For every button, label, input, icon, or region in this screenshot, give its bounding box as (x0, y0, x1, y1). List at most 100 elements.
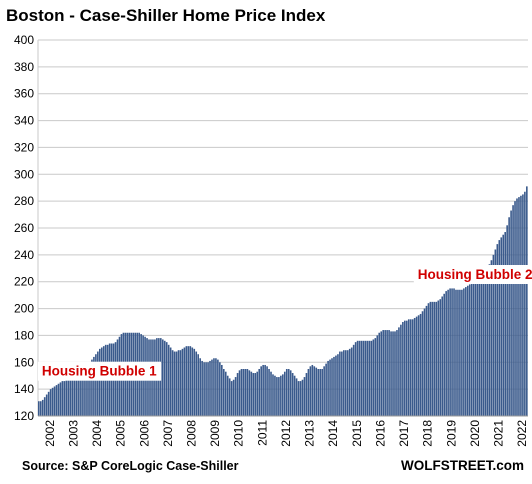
x-tick-label: 2015 (350, 420, 364, 447)
bar (53, 386, 56, 416)
x-tick-label: 2021 (492, 420, 506, 447)
y-tick-label: 180 (14, 328, 34, 342)
bar (343, 350, 345, 416)
bar (213, 358, 215, 416)
bar (258, 369, 261, 416)
bar (333, 356, 335, 416)
bar (443, 293, 445, 416)
bar (346, 350, 349, 416)
bar (465, 287, 467, 416)
bar (400, 324, 402, 416)
bar (350, 347, 353, 416)
bar (287, 369, 290, 416)
bar (209, 360, 211, 416)
x-tick-label: 2014 (326, 420, 340, 447)
bar (252, 373, 255, 416)
x-tick-label: 2020 (468, 420, 482, 447)
bar (490, 260, 493, 416)
bar (187, 346, 190, 416)
bar (394, 331, 396, 416)
source-note: Source: S&P CoreLogic Case-Shiller (22, 459, 239, 473)
x-tick-label: 2016 (373, 420, 387, 447)
bar (329, 359, 331, 416)
bar (419, 313, 422, 416)
bar (51, 387, 54, 416)
bar (97, 351, 99, 416)
bar (447, 289, 449, 416)
bar (404, 320, 406, 416)
annotation-housing-bubble-1: Housing Bubble 1 (42, 364, 157, 379)
bar (476, 279, 479, 416)
bar (461, 289, 463, 416)
bar (510, 210, 512, 416)
bar (175, 351, 178, 416)
bar (45, 394, 48, 416)
bar (478, 277, 481, 416)
bar (85, 363, 87, 416)
bar (317, 369, 320, 416)
x-tick-label: 2005 (114, 420, 128, 447)
bar (197, 354, 200, 416)
bar (382, 330, 384, 416)
bar (215, 358, 217, 416)
x-tick-label: 2011 (255, 420, 269, 446)
bar (293, 375, 296, 416)
annotation-background (37, 361, 162, 381)
bar (366, 340, 369, 416)
bar (246, 369, 249, 416)
bar (199, 358, 201, 416)
y-tick-label: 220 (14, 275, 34, 289)
y-tick-label: 280 (14, 194, 34, 208)
bar (331, 358, 333, 416)
bar (463, 288, 465, 416)
bar (472, 281, 475, 416)
bar (301, 379, 304, 416)
x-tick-label: 2019 (444, 420, 458, 447)
bar (282, 374, 284, 416)
bar (520, 195, 522, 416)
bar (89, 362, 91, 416)
grid-lines (37, 39, 528, 417)
bar (39, 401, 42, 416)
bar (500, 237, 503, 416)
bar (429, 301, 432, 416)
y-tick-label: 200 (14, 302, 34, 316)
bar (57, 383, 60, 416)
bar (504, 232, 506, 416)
chart-title: Boston - Case-Shiller Home Price Index (6, 6, 326, 25)
bar (189, 346, 192, 416)
bar (468, 284, 471, 416)
bar (238, 370, 241, 416)
bar (439, 299, 442, 416)
bar (289, 370, 292, 416)
bar (207, 362, 209, 416)
bar (368, 340, 371, 416)
bar (248, 370, 251, 416)
x-tick-label: 2002 (43, 420, 57, 447)
bar (427, 303, 430, 416)
bar (59, 382, 62, 416)
bar (362, 340, 365, 416)
bar (193, 348, 196, 416)
bar (280, 375, 282, 416)
bar (95, 354, 97, 416)
annotation-background (413, 265, 532, 284)
bar (234, 377, 237, 416)
brand-logo: WOLFSTREET.com (401, 458, 524, 473)
bar (93, 356, 95, 416)
bar (205, 362, 207, 416)
bar (228, 378, 231, 416)
bar (171, 350, 174, 416)
bar (283, 371, 286, 416)
bar (518, 197, 520, 416)
bar (41, 399, 44, 416)
x-tick-label: 2018 (421, 420, 435, 447)
bar (71, 371, 74, 416)
y-tick-label: 340 (14, 114, 34, 128)
bar (303, 377, 306, 416)
bar (73, 369, 76, 416)
x-tick-label: 2013 (303, 420, 317, 447)
bar (502, 234, 505, 416)
bar (526, 186, 528, 416)
bar (169, 347, 172, 416)
